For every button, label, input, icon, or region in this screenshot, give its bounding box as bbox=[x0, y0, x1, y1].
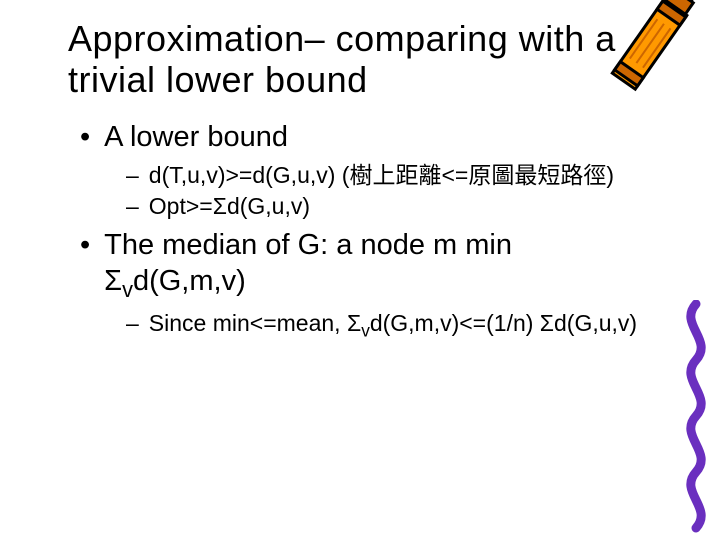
bullet-marker: • bbox=[80, 119, 90, 155]
bullet-list: •A lower bound–d(T,u,v)>=d(G,u,v) (樹上距離<… bbox=[68, 119, 660, 342]
bullet-marker: • bbox=[80, 227, 90, 303]
subbullet-text: Since min<=mean, Σvd(G,m,v)<=(1/n) Σd(G,… bbox=[149, 309, 660, 342]
bullet-lvl2: –Since min<=mean, Σvd(G,m,v)<=(1/n) Σd(G… bbox=[126, 309, 660, 342]
dash-marker: – bbox=[126, 161, 139, 190]
bullet-lvl2: –Opt>=Σd(G,u,v) bbox=[126, 192, 660, 221]
bullet-lvl2: –d(T,u,v)>=d(G,u,v) (樹上距離<=原圖最短路徑) bbox=[126, 161, 660, 190]
bullet-text: The median of G: a node m min Σvd(G,m,v) bbox=[104, 227, 660, 303]
subbullet-text: d(T,u,v)>=d(G,u,v) (樹上距離<=原圖最短路徑) bbox=[149, 161, 660, 190]
subbullet-text: Opt>=Σd(G,u,v) bbox=[149, 192, 660, 221]
dash-marker: – bbox=[126, 309, 139, 342]
slide-title: Approximation– comparing with a trivial … bbox=[68, 18, 660, 101]
bullet-lvl1: • A lower bound bbox=[80, 119, 660, 155]
bullet-text: A lower bound bbox=[104, 119, 660, 155]
dash-marker: – bbox=[126, 192, 139, 221]
bullet-lvl1: •The median of G: a node m min Σvd(G,m,v… bbox=[80, 227, 660, 303]
